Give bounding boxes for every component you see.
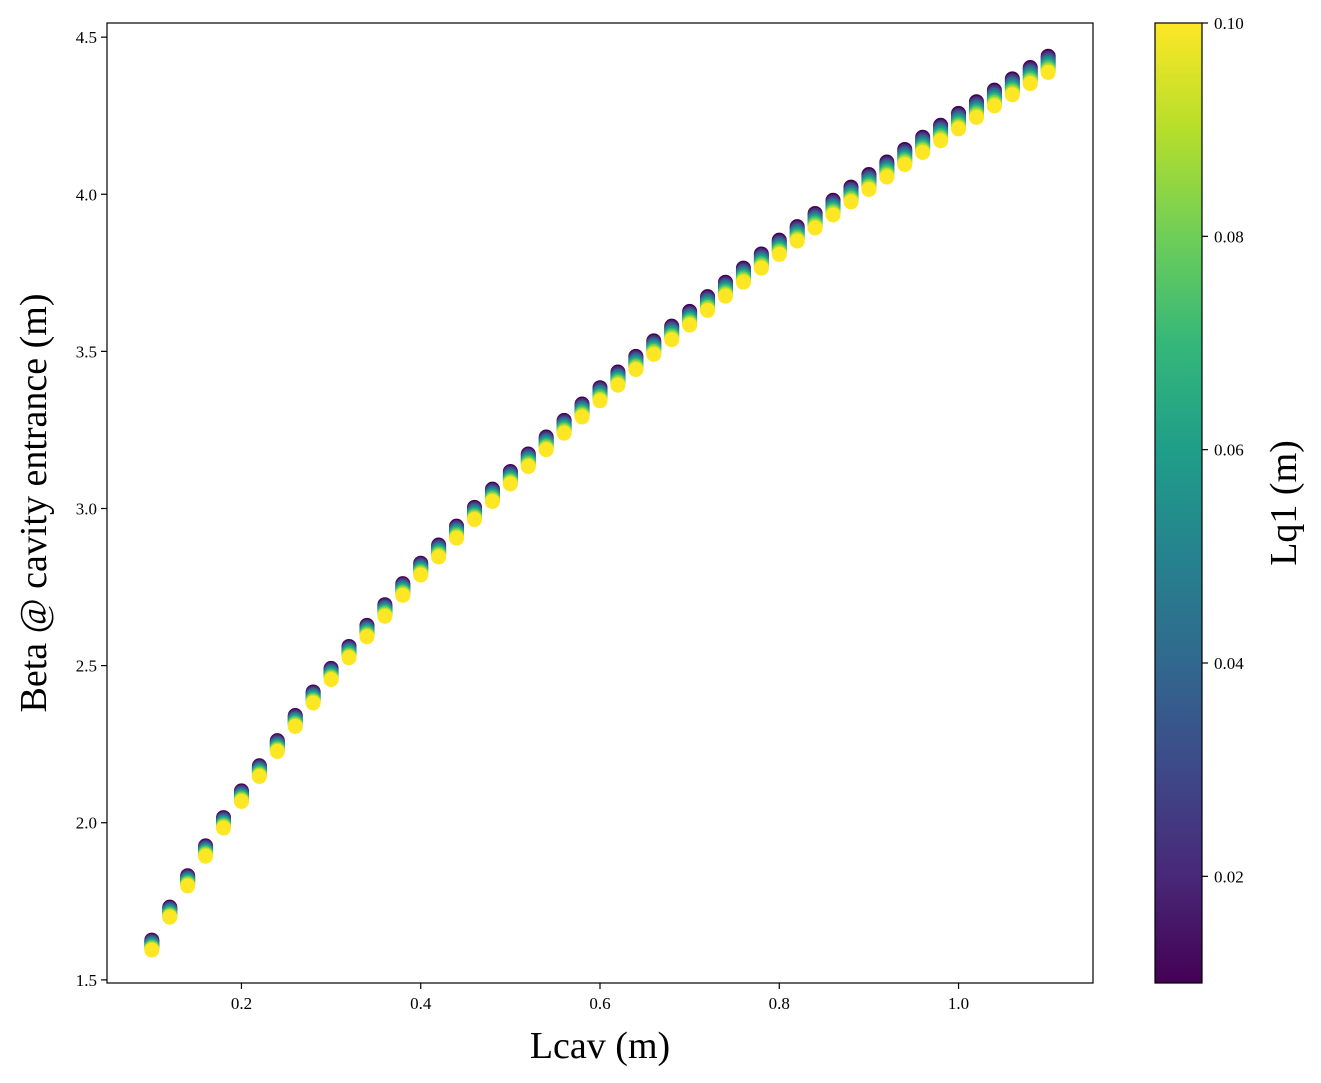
scatter-point xyxy=(269,743,285,759)
scatter-point xyxy=(413,567,429,583)
scatter-point xyxy=(323,672,339,688)
scatter-point xyxy=(144,942,160,958)
colorbar xyxy=(1154,22,1203,984)
scatter-point xyxy=(377,608,393,624)
y-tick-label: 4.5 xyxy=(76,28,97,47)
scatter-point xyxy=(1004,87,1020,103)
scatter-point xyxy=(700,302,716,318)
scatter-point xyxy=(735,274,751,290)
scatter-point xyxy=(198,848,214,864)
x-tick-label: 0.8 xyxy=(769,994,790,1013)
y-tick-label: 3.0 xyxy=(76,499,97,518)
x-tick-label: 0.4 xyxy=(410,994,432,1013)
scatter-point xyxy=(574,409,590,425)
scatter-point xyxy=(1040,64,1056,80)
x-axis-label: Lcav (m) xyxy=(530,1025,670,1067)
scatter-point xyxy=(646,346,662,362)
colorbar-ticks: 0.02 0.04 0.06 0.08 0.10 xyxy=(1202,14,1244,886)
scatter-point xyxy=(664,332,680,348)
scatter-point xyxy=(610,377,626,393)
plot-frame xyxy=(106,22,1094,984)
scatter-point xyxy=(825,207,841,223)
x-axis-ticks: 0.2 0.4 0.6 0.8 1.0 xyxy=(231,983,969,1013)
scatter-point xyxy=(968,109,984,125)
scatter-point xyxy=(180,878,196,894)
scatter-point xyxy=(216,820,232,836)
y-tick-label: 3.5 xyxy=(76,342,97,361)
scatter-point xyxy=(771,246,787,262)
scatter-point xyxy=(162,909,178,925)
scatter-point xyxy=(251,768,267,784)
scatter-point xyxy=(538,442,554,458)
scatter-point xyxy=(233,794,249,809)
scatter-point xyxy=(879,169,895,185)
scatter-point xyxy=(807,220,823,236)
scatter-point xyxy=(682,317,698,333)
x-tick-label: 1.0 xyxy=(948,994,969,1013)
scatter-point xyxy=(359,629,375,645)
y-tick-label: 4.0 xyxy=(76,185,97,204)
scatter-point xyxy=(502,476,518,492)
y-axis-label: Beta @ cavity entrance (m) xyxy=(13,293,55,712)
scatter-point xyxy=(628,362,644,378)
scatter-point xyxy=(986,98,1002,114)
colorbar-tick-label: 0.02 xyxy=(1214,867,1244,886)
y-axis-ticks: 1.5 2.0 2.5 3.0 3.5 4.0 4.5 xyxy=(76,28,107,990)
scatter-points xyxy=(144,48,1056,958)
scatter-point xyxy=(341,650,357,666)
scatter-point xyxy=(556,425,572,441)
colorbar-tick-label: 0.10 xyxy=(1214,14,1244,33)
x-tick-label: 0.2 xyxy=(231,994,252,1013)
scatter-point xyxy=(933,133,949,149)
scatter-point xyxy=(467,512,483,528)
colorbar-tick-label: 0.08 xyxy=(1214,227,1244,246)
colorbar-tick-label: 0.04 xyxy=(1214,654,1244,673)
scatter-point xyxy=(1022,76,1038,92)
scatter-point xyxy=(753,260,769,276)
y-tick-label: 1.5 xyxy=(76,971,97,990)
scatter-point xyxy=(395,587,411,603)
colorbar-tick-label: 0.06 xyxy=(1214,441,1244,460)
scatter-point xyxy=(592,393,608,409)
scatter-point xyxy=(897,157,913,173)
scatter-point xyxy=(431,549,447,565)
scatter-point xyxy=(789,233,805,249)
x-tick-label: 0.6 xyxy=(589,994,610,1013)
scatter-point xyxy=(449,530,465,546)
colorbar-label: Lq1 (m) xyxy=(1263,440,1305,566)
y-tick-label: 2.5 xyxy=(76,657,97,676)
scatter-point xyxy=(951,121,967,137)
scatter-point xyxy=(520,459,536,475)
scatter-point xyxy=(843,194,859,210)
scatter-point xyxy=(861,181,877,197)
scatter-point xyxy=(915,145,931,160)
scatter-point xyxy=(305,695,321,711)
scatter-point xyxy=(287,718,303,734)
scatter-point xyxy=(484,493,500,509)
y-tick-label: 2.0 xyxy=(76,814,97,833)
scatter-point xyxy=(717,288,733,304)
